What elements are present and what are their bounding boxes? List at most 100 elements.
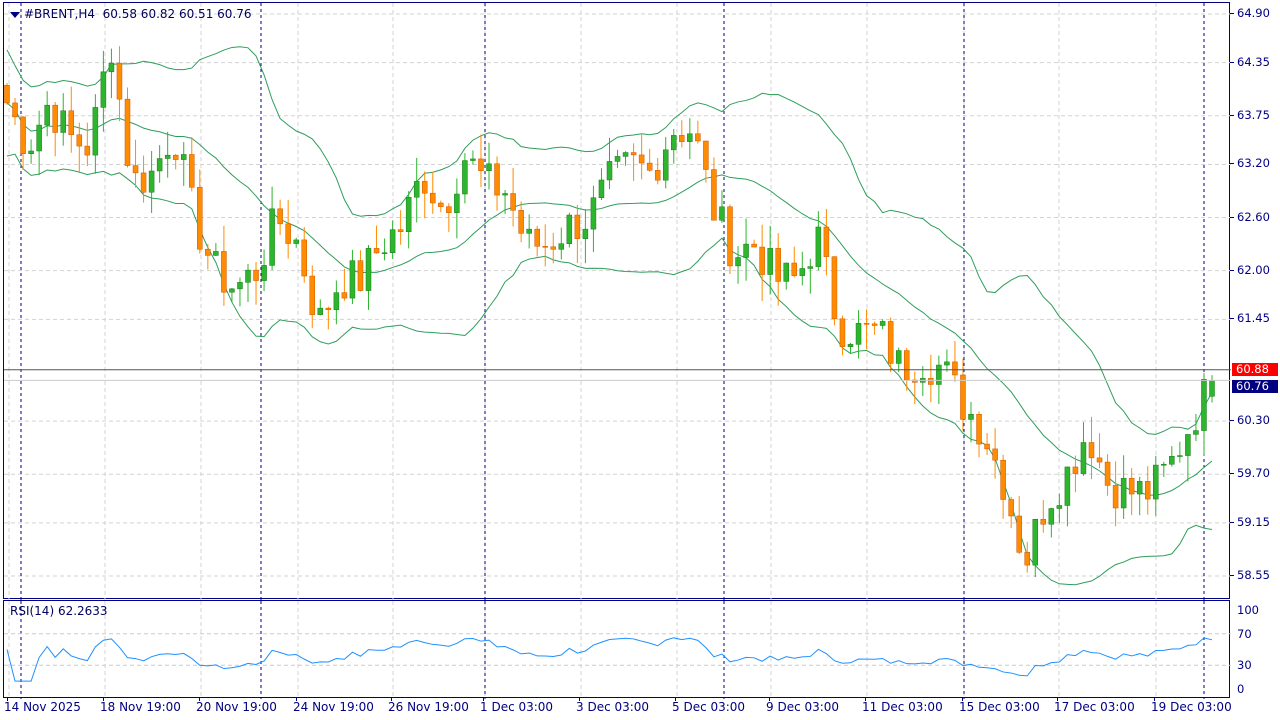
candle (574, 214, 581, 239)
candle (68, 110, 75, 136)
candle (582, 228, 589, 239)
candle (156, 158, 163, 172)
candle (285, 223, 291, 244)
candle (1072, 466, 1079, 474)
candle (903, 350, 910, 381)
candle (976, 414, 982, 445)
bid-price-tag: 60.76 (1232, 380, 1278, 394)
candle (1104, 461, 1111, 486)
candle (413, 181, 420, 198)
candle (221, 251, 227, 293)
rsi-level-label: 30 (1237, 658, 1252, 673)
candle (12, 102, 18, 118)
time-tick (1154, 697, 1155, 701)
candle (968, 414, 974, 420)
time-label: 15 Dec 03:00 (959, 700, 1040, 714)
rsi-level-label: 0 (1237, 682, 1245, 696)
time-label: 14 Nov 2025 (4, 700, 81, 714)
symbol-label: #BRENT,H4 (24, 7, 95, 21)
time-label: 20 Nov 19:00 (196, 700, 277, 714)
candle (1024, 552, 1030, 566)
candle (1177, 455, 1183, 457)
candle (590, 197, 597, 230)
price-tick (1230, 61, 1234, 63)
candle (92, 107, 99, 156)
candle (871, 323, 878, 326)
candle (36, 124, 42, 152)
candle (470, 158, 476, 161)
candle (847, 344, 854, 347)
price-label: 62.00 (1237, 262, 1270, 277)
candle (1000, 459, 1006, 500)
time-label: 17 Dec 03:00 (1054, 700, 1135, 714)
candle (727, 206, 733, 267)
price-tick (1230, 13, 1234, 14)
candle (197, 187, 203, 250)
candle (84, 145, 91, 156)
candle (928, 378, 934, 385)
time-tick (296, 697, 297, 701)
candle (1128, 478, 1135, 495)
rsi-level-label: 100 (1237, 603, 1259, 617)
time-label: 5 Dec 03:00 (672, 700, 746, 714)
candle (1088, 442, 1095, 459)
candle (879, 321, 886, 326)
candle (534, 228, 540, 247)
candle (1080, 442, 1087, 474)
candle (478, 158, 484, 171)
candle (791, 262, 798, 276)
rsi-label: RSI(14) 62.2633 (10, 604, 108, 618)
candle (124, 98, 131, 166)
price-label: 63.75 (1237, 107, 1270, 122)
candle (1161, 463, 1167, 466)
candle (1112, 485, 1119, 509)
candle (992, 448, 998, 461)
candle (237, 282, 243, 290)
candle (189, 154, 195, 188)
candle (550, 246, 557, 250)
price-label: 60.30 (1237, 413, 1270, 428)
rsi-level-label: 70 (1237, 626, 1252, 641)
candle (1209, 380, 1215, 397)
candle (687, 133, 693, 142)
candle (526, 228, 532, 234)
price-tick (1230, 521, 1234, 523)
candle (100, 71, 107, 108)
time-tick (1057, 697, 1058, 701)
candle (205, 248, 211, 256)
price-label: 59.70 (1237, 466, 1270, 481)
candle (76, 134, 83, 147)
candle (325, 307, 332, 310)
candle (815, 226, 822, 267)
bb-upper-band (6, 46, 1213, 435)
price-tick (1230, 216, 1234, 218)
candle (333, 292, 340, 310)
candle (743, 243, 749, 258)
candle (807, 266, 814, 269)
time-label: 19 Dec 03:00 (1151, 700, 1232, 714)
candle (317, 307, 324, 315)
candle (703, 140, 709, 170)
candle (269, 208, 275, 266)
candle (52, 104, 58, 133)
candle (494, 163, 500, 196)
time-tick (579, 697, 580, 701)
candle (855, 323, 862, 345)
time-tick (103, 697, 104, 701)
candle (277, 208, 283, 225)
candle (397, 229, 404, 232)
rsi-line (6, 637, 1213, 682)
candle (486, 163, 492, 171)
candle (960, 374, 966, 420)
candle (349, 260, 356, 299)
time-tick (199, 697, 200, 701)
candle (1120, 478, 1127, 509)
candle (421, 181, 428, 194)
candle (164, 154, 171, 159)
candle (20, 116, 26, 154)
price-chart[interactable]: #BRENT,H4 60.58 60.82 60.51 60.76 (3, 2, 1231, 600)
ohlc-values: 60.58 60.82 60.51 60.76 (102, 7, 252, 21)
dropdown-triangle-icon[interactable] (10, 11, 20, 18)
candle (654, 170, 661, 181)
rsi-panel[interactable]: RSI(14) 62.2633 (3, 600, 1231, 699)
